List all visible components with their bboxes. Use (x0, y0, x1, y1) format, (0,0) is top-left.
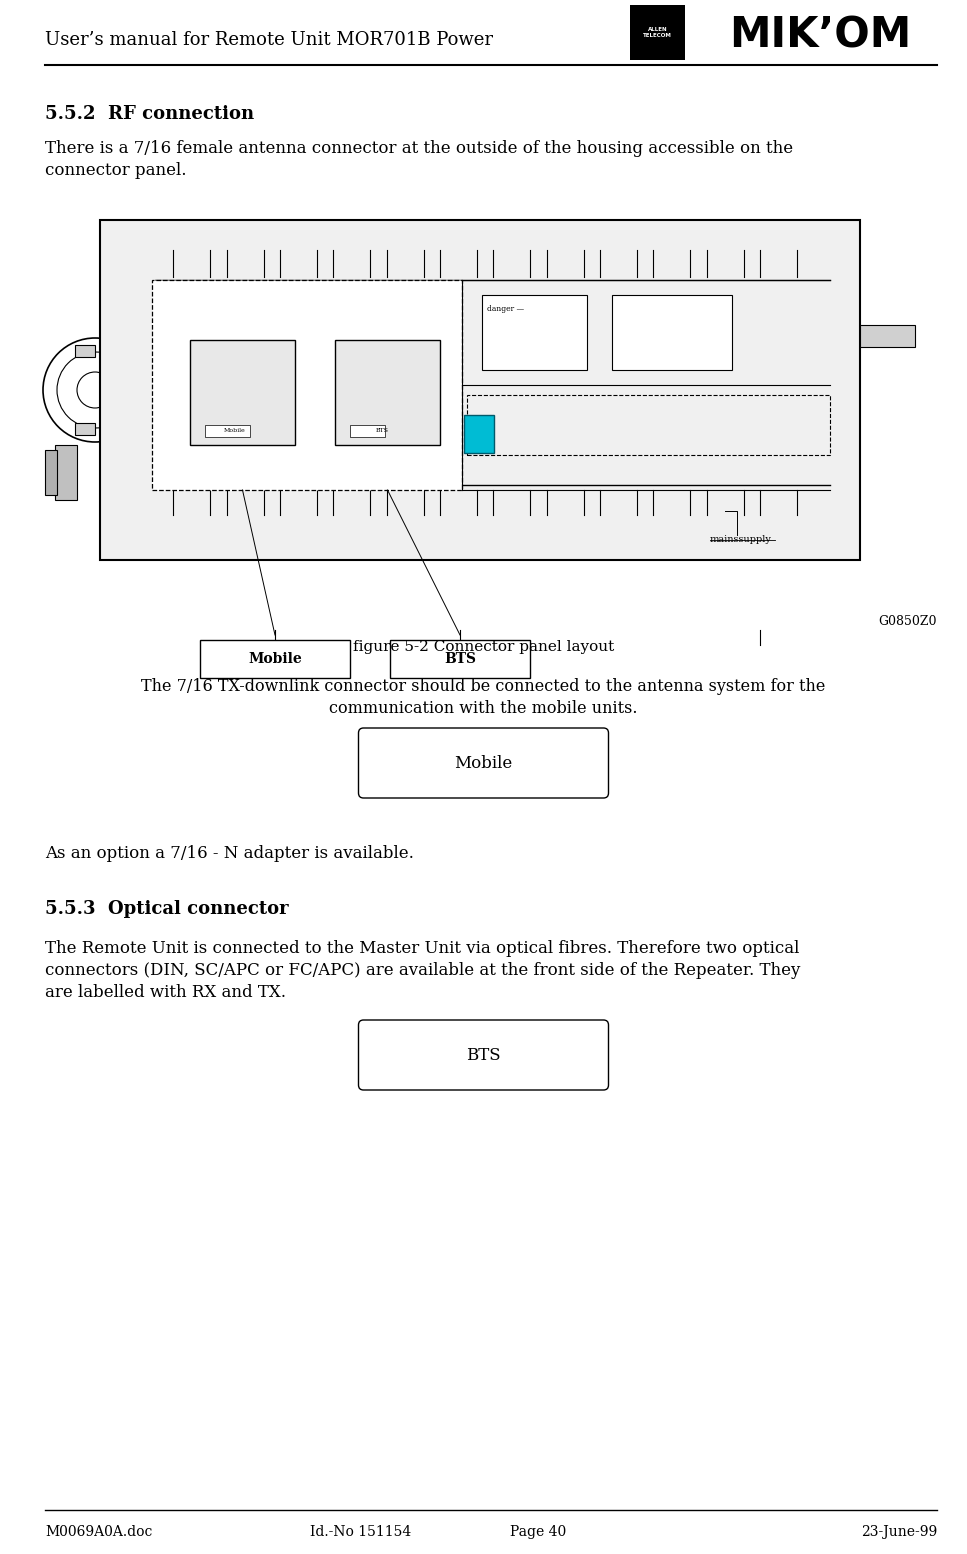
Bar (205, 424, 250, 437)
Text: MIK’OM: MIK’OM (729, 14, 911, 56)
Bar (55, 444, 77, 500)
FancyBboxPatch shape (359, 727, 608, 799)
Text: connectors (DIN, SC/APC or FC/APC) are available at the front side of the Repeat: connectors (DIN, SC/APC or FC/APC) are a… (45, 962, 801, 979)
Text: Mobile: Mobile (249, 653, 302, 667)
Bar (190, 340, 295, 444)
Bar (612, 295, 732, 370)
Text: G0850Z0: G0850Z0 (878, 615, 937, 628)
Bar (467, 395, 830, 455)
Text: 23-June-99: 23-June-99 (861, 1524, 937, 1538)
Text: As an option a 7/16 - N adapter is available.: As an option a 7/16 - N adapter is avail… (45, 845, 414, 862)
Bar (152, 280, 462, 490)
Text: BTS: BTS (376, 429, 389, 434)
Text: ALLEN
TELECOM: ALLEN TELECOM (643, 26, 672, 37)
Text: mainssupply: mainssupply (710, 535, 772, 544)
Text: Mobile: Mobile (223, 429, 246, 434)
Bar (630, 5, 685, 61)
Bar (45, 451, 57, 496)
Text: figure 5-2 Connector panel layout: figure 5-2 Connector panel layout (353, 640, 614, 654)
Bar (860, 325, 915, 347)
Text: Id.-No 151154: Id.-No 151154 (310, 1524, 411, 1538)
Circle shape (709, 469, 741, 500)
Circle shape (721, 503, 729, 511)
Bar (75, 423, 95, 435)
Text: are labelled with RX and TX.: are labelled with RX and TX. (45, 984, 286, 1001)
Bar (350, 424, 385, 437)
Bar (100, 221, 860, 559)
Text: User’s manual for Remote Unit MOR701B Power: User’s manual for Remote Unit MOR701B Po… (45, 31, 493, 50)
Text: connector panel.: connector panel. (45, 162, 187, 179)
Text: M0069A0A.doc: M0069A0A.doc (45, 1524, 153, 1538)
Text: 5.5.3  Optical connector: 5.5.3 Optical connector (45, 900, 288, 918)
Text: BTS: BTS (444, 653, 476, 667)
Text: 5.5.2  RF connection: 5.5.2 RF connection (45, 106, 254, 123)
FancyBboxPatch shape (359, 1019, 608, 1089)
Bar (482, 295, 587, 370)
Text: There is a 7/16 female antenna connector at the outside of the housing accessibl: There is a 7/16 female antenna connector… (45, 140, 793, 157)
Text: Page 40: Page 40 (510, 1524, 567, 1538)
Bar (335, 340, 440, 444)
Bar (75, 345, 95, 357)
Circle shape (719, 479, 731, 491)
Text: danger —: danger — (487, 305, 524, 312)
Text: Mobile: Mobile (454, 755, 513, 771)
Circle shape (699, 458, 751, 511)
Circle shape (239, 388, 247, 396)
Text: communication with the mobile units.: communication with the mobile units. (329, 699, 638, 716)
Text: BTS: BTS (466, 1046, 501, 1063)
Text: The Remote Unit is connected to the Master Unit via optical fibres. Therefore tw: The Remote Unit is connected to the Mast… (45, 940, 800, 957)
Bar (390, 640, 530, 678)
Bar (200, 640, 350, 678)
Bar (464, 415, 494, 454)
Text: The 7/16 TX-downlink connector should be connected to the antenna system for the: The 7/16 TX-downlink connector should be… (141, 678, 826, 695)
